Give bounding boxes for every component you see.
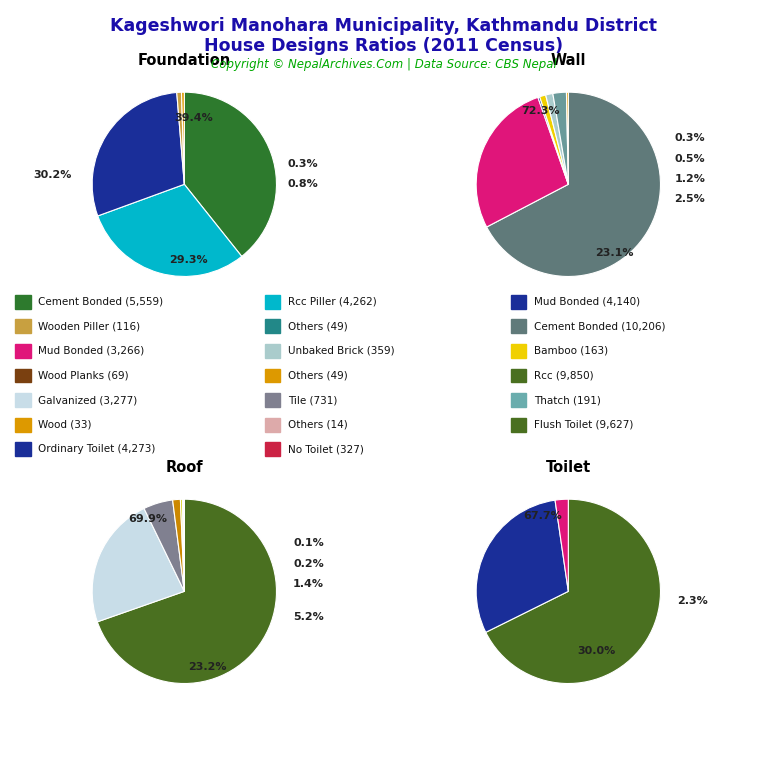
Wedge shape [92, 508, 184, 622]
Wedge shape [177, 92, 184, 184]
Wedge shape [476, 98, 568, 227]
Text: Kageshwori Manohara Municipality, Kathmandu District: Kageshwori Manohara Municipality, Kathma… [111, 17, 657, 35]
Text: 30.0%: 30.0% [577, 646, 615, 657]
Wedge shape [98, 499, 276, 684]
Wedge shape [567, 92, 568, 184]
Text: Flush Toilet (9,627): Flush Toilet (9,627) [534, 419, 633, 430]
Text: Mud Bonded (3,266): Mud Bonded (3,266) [38, 346, 144, 356]
Title: Toilet: Toilet [546, 460, 591, 475]
Text: 29.3%: 29.3% [170, 255, 208, 265]
Text: 2.5%: 2.5% [674, 194, 705, 204]
Wedge shape [538, 97, 568, 184]
Text: Wooden Piller (116): Wooden Piller (116) [38, 321, 141, 332]
Wedge shape [555, 499, 568, 591]
Wedge shape [182, 499, 184, 591]
Text: 39.4%: 39.4% [174, 113, 213, 123]
Text: Wood Planks (69): Wood Planks (69) [38, 370, 129, 381]
Text: 1.4%: 1.4% [293, 579, 324, 589]
Text: 0.3%: 0.3% [287, 159, 318, 169]
Text: 0.1%: 0.1% [293, 538, 324, 548]
Text: Copyright © NepalArchives.Com | Data Source: CBS Nepal: Copyright © NepalArchives.Com | Data Sou… [211, 58, 557, 71]
Text: Thatch (191): Thatch (191) [534, 395, 601, 406]
Wedge shape [553, 92, 568, 184]
Text: 2.3%: 2.3% [677, 595, 708, 606]
Text: 23.1%: 23.1% [595, 248, 634, 259]
Text: Galvanized (3,277): Galvanized (3,277) [38, 395, 137, 406]
Text: Bamboo (163): Bamboo (163) [534, 346, 608, 356]
Text: Others (49): Others (49) [288, 321, 348, 332]
Wedge shape [184, 92, 276, 257]
Text: Tile (731): Tile (731) [288, 395, 337, 406]
Title: Roof: Roof [166, 460, 203, 475]
Title: Wall: Wall [551, 53, 586, 68]
Wedge shape [92, 92, 184, 216]
Text: 1.2%: 1.2% [674, 174, 705, 184]
Text: 67.7%: 67.7% [523, 511, 562, 521]
Text: 0.8%: 0.8% [287, 179, 318, 190]
Text: Cement Bonded (5,559): Cement Bonded (5,559) [38, 296, 164, 307]
Wedge shape [486, 499, 660, 684]
Text: Rcc (9,850): Rcc (9,850) [534, 370, 594, 381]
Wedge shape [98, 184, 242, 276]
Text: No Toilet (327): No Toilet (327) [288, 444, 364, 455]
Text: Rcc Piller (4,262): Rcc Piller (4,262) [288, 296, 377, 307]
Text: Mud Bonded (4,140): Mud Bonded (4,140) [534, 296, 640, 307]
Text: Unbaked Brick (359): Unbaked Brick (359) [288, 346, 395, 356]
Wedge shape [476, 500, 568, 632]
Text: Others (14): Others (14) [288, 419, 348, 430]
Text: 5.2%: 5.2% [293, 612, 324, 622]
Text: 0.2%: 0.2% [293, 558, 324, 569]
Title: Foundation: Foundation [137, 53, 231, 68]
Text: 0.5%: 0.5% [674, 154, 705, 164]
Text: 23.2%: 23.2% [188, 662, 227, 672]
Text: 0.3%: 0.3% [674, 133, 705, 144]
Wedge shape [173, 499, 184, 591]
Text: 72.3%: 72.3% [521, 105, 560, 116]
Text: Ordinary Toilet (4,273): Ordinary Toilet (4,273) [38, 444, 156, 455]
Wedge shape [540, 95, 568, 184]
Wedge shape [144, 500, 184, 591]
Wedge shape [181, 92, 184, 184]
Wedge shape [180, 499, 184, 591]
Text: 69.9%: 69.9% [128, 515, 167, 525]
Wedge shape [487, 92, 660, 276]
Text: Cement Bonded (10,206): Cement Bonded (10,206) [534, 321, 665, 332]
Wedge shape [546, 94, 568, 184]
Text: Others (49): Others (49) [288, 370, 348, 381]
Text: 30.2%: 30.2% [34, 170, 72, 180]
Text: House Designs Ratios (2011 Census): House Designs Ratios (2011 Census) [204, 37, 564, 55]
Text: Wood (33): Wood (33) [38, 419, 92, 430]
